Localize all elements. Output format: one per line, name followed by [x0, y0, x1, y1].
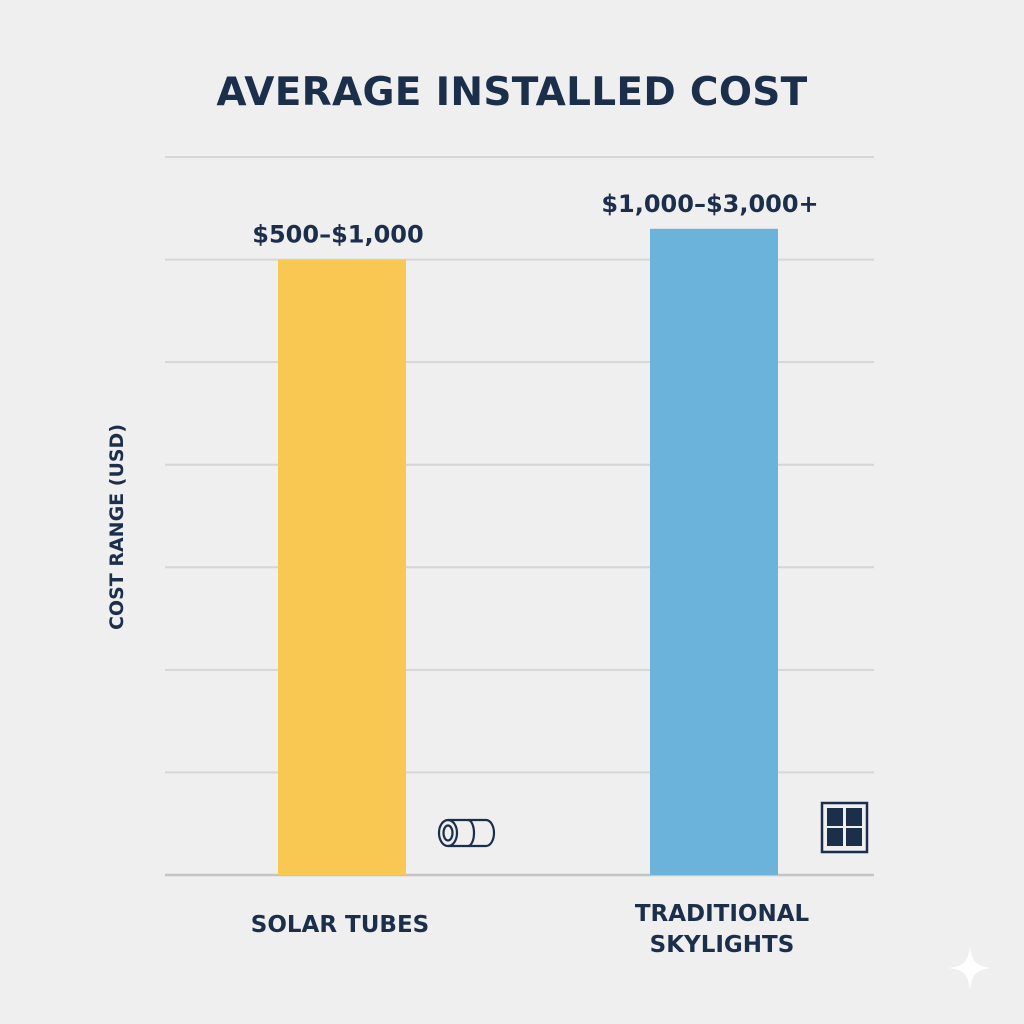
window-icon	[820, 801, 869, 854]
category-label: SKYLIGHTS	[650, 932, 795, 958]
bar-1	[278, 259, 406, 876]
chart-title: AVERAGE INSTALLED COST	[216, 70, 808, 115]
category-icons	[437, 801, 869, 854]
bars	[278, 228, 778, 876]
bar-value-label: $1,000–$3,000+	[601, 190, 818, 218]
sparkle-icon	[948, 946, 992, 990]
bar-value-label: $500–$1,000	[252, 221, 423, 249]
category-label: TRADITIONAL	[635, 901, 810, 927]
category-label: SOLAR TUBES	[251, 912, 429, 938]
tube-icon	[437, 818, 496, 848]
bar-2	[650, 228, 778, 876]
labels: $500–$1,000 SOLAR TUBES $1,000–$3,000+ TRAD…	[251, 190, 819, 958]
